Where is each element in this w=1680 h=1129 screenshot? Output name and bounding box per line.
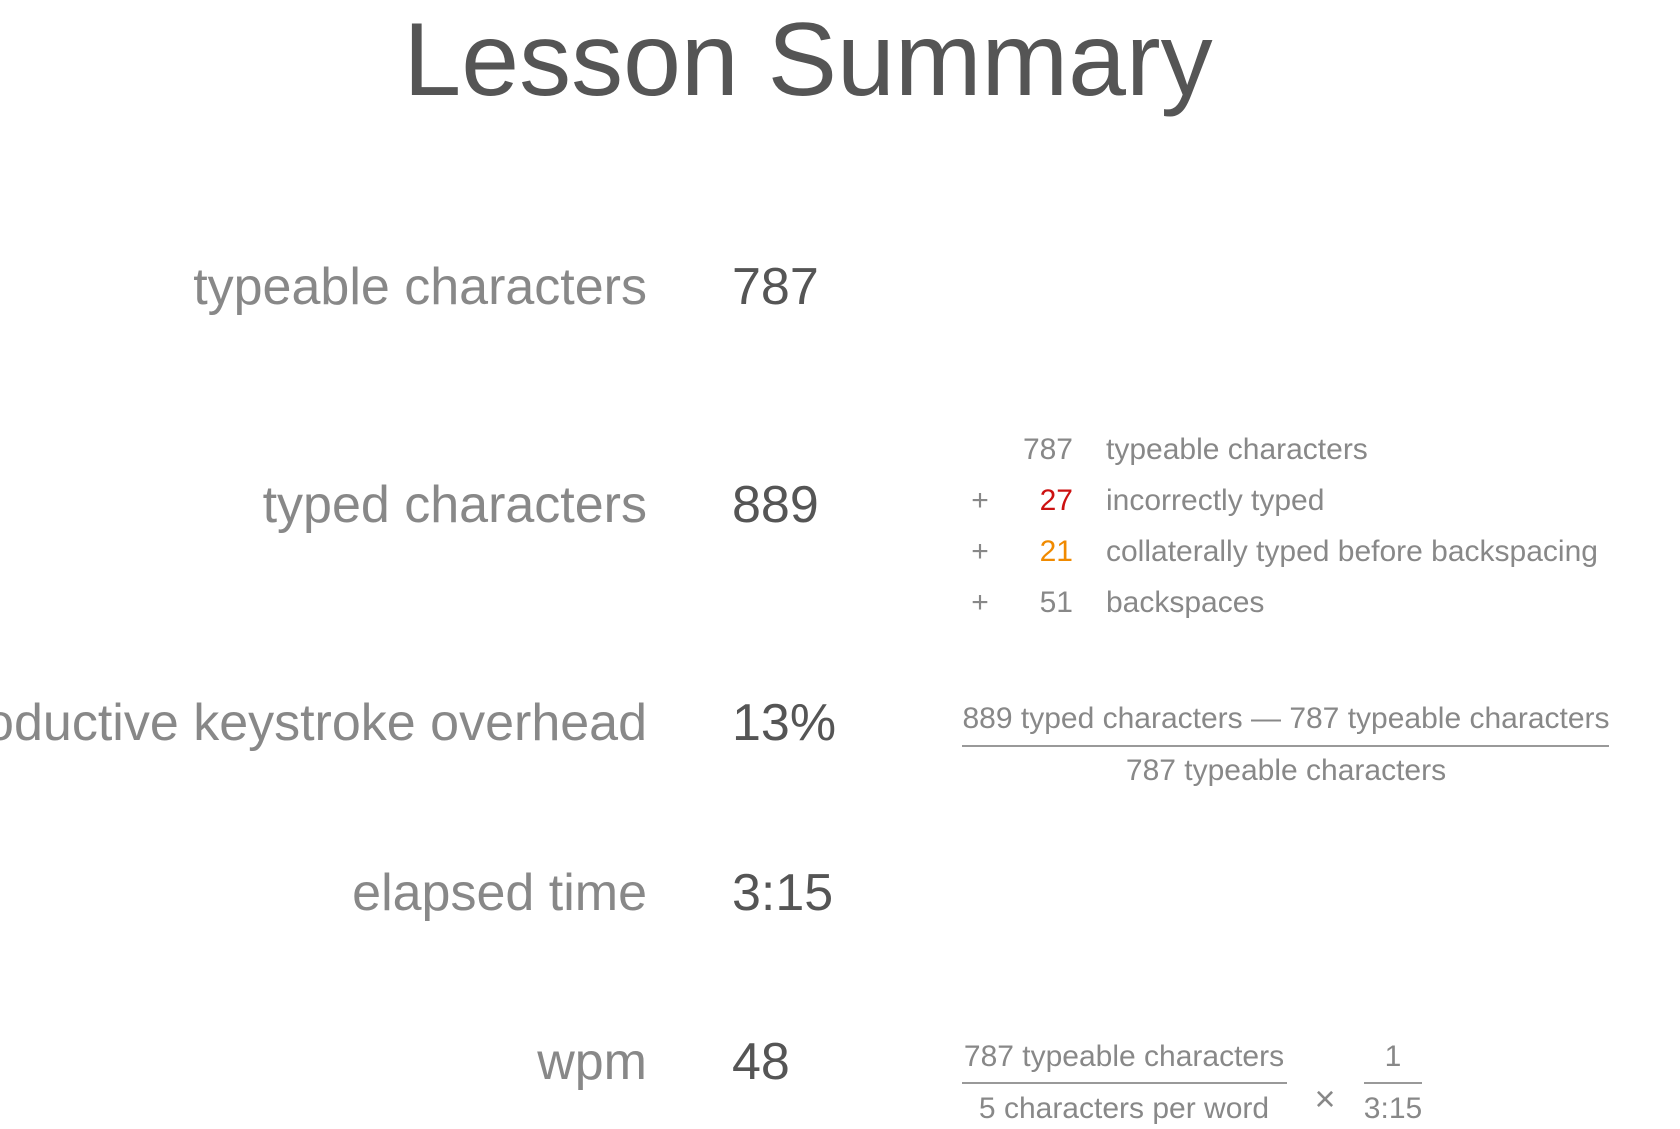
formula-numerator: 1 bbox=[1384, 1040, 1402, 1073]
formula-numerator: 889 typed characters — 787 typeable char… bbox=[962, 702, 1610, 735]
row-value: 48 bbox=[732, 1033, 790, 1091]
fraction-bar bbox=[962, 745, 1609, 747]
breakdown-number: 51 bbox=[1039, 586, 1073, 619]
breakdown-text: collaterally typed before backspacing bbox=[1106, 535, 1598, 568]
formula-operator: × bbox=[1314, 1078, 1336, 1119]
row-value: 787 bbox=[732, 258, 819, 316]
formula-denominator: 5 characters per word bbox=[978, 1092, 1270, 1125]
row-value: 889 bbox=[732, 476, 819, 534]
breakdown-text: backspaces bbox=[1106, 586, 1265, 619]
formula-denominator: 3:15 bbox=[1363, 1092, 1423, 1125]
breakdown-op: + bbox=[971, 484, 989, 517]
row-value: 13% bbox=[732, 694, 837, 752]
page-title: Lesson Summary bbox=[403, 2, 1213, 118]
breakdown-number: 21 bbox=[1039, 535, 1073, 568]
row-label: typed characters bbox=[262, 476, 647, 534]
breakdown-number: 27 bbox=[1039, 484, 1073, 517]
fraction-bar bbox=[1364, 1082, 1422, 1084]
breakdown-op: + bbox=[971, 586, 989, 619]
breakdown-number: 787 bbox=[1022, 433, 1073, 466]
breakdown-text: incorrectly typed bbox=[1106, 484, 1325, 517]
fraction-bar bbox=[962, 1082, 1287, 1084]
formula-denominator: 787 typeable characters bbox=[1125, 754, 1447, 787]
row-label: unproductive keystroke overhead bbox=[0, 694, 647, 752]
row-value: 3:15 bbox=[732, 864, 834, 922]
formula-numerator: 787 typeable characters bbox=[963, 1040, 1285, 1073]
row-label: wpm bbox=[537, 1033, 647, 1091]
breakdown-text: typeable characters bbox=[1106, 433, 1368, 466]
breakdown-op: + bbox=[971, 535, 989, 568]
row-label: elapsed time bbox=[352, 864, 647, 922]
row-label: typeable characters bbox=[193, 258, 647, 316]
